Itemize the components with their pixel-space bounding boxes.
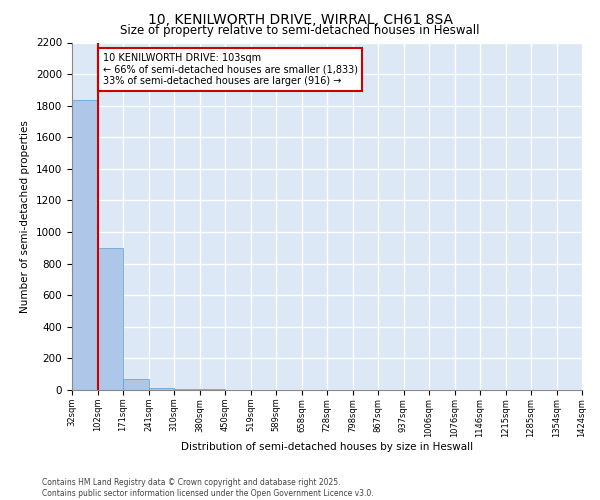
Bar [123, 379, 149, 390]
Text: Contains HM Land Registry data © Crown copyright and database right 2025.
Contai: Contains HM Land Registry data © Crown c… [42, 478, 374, 498]
Bar [97, 248, 123, 390]
Y-axis label: Number of semi-detached properties: Number of semi-detached properties [20, 120, 31, 312]
Bar [72, 100, 97, 390]
Text: Size of property relative to semi-detached houses in Heswall: Size of property relative to semi-detach… [120, 24, 480, 37]
Text: 10, KENILWORTH DRIVE, WIRRAL, CH61 8SA: 10, KENILWORTH DRIVE, WIRRAL, CH61 8SA [148, 12, 452, 26]
Bar [149, 388, 174, 390]
Bar [174, 388, 199, 390]
Bar [199, 389, 225, 390]
Text: 10 KENILWORTH DRIVE: 103sqm
← 66% of semi-detached houses are smaller (1,833)
33: 10 KENILWORTH DRIVE: 103sqm ← 66% of sem… [103, 53, 358, 86]
X-axis label: Distribution of semi-detached houses by size in Heswall: Distribution of semi-detached houses by … [181, 442, 473, 452]
